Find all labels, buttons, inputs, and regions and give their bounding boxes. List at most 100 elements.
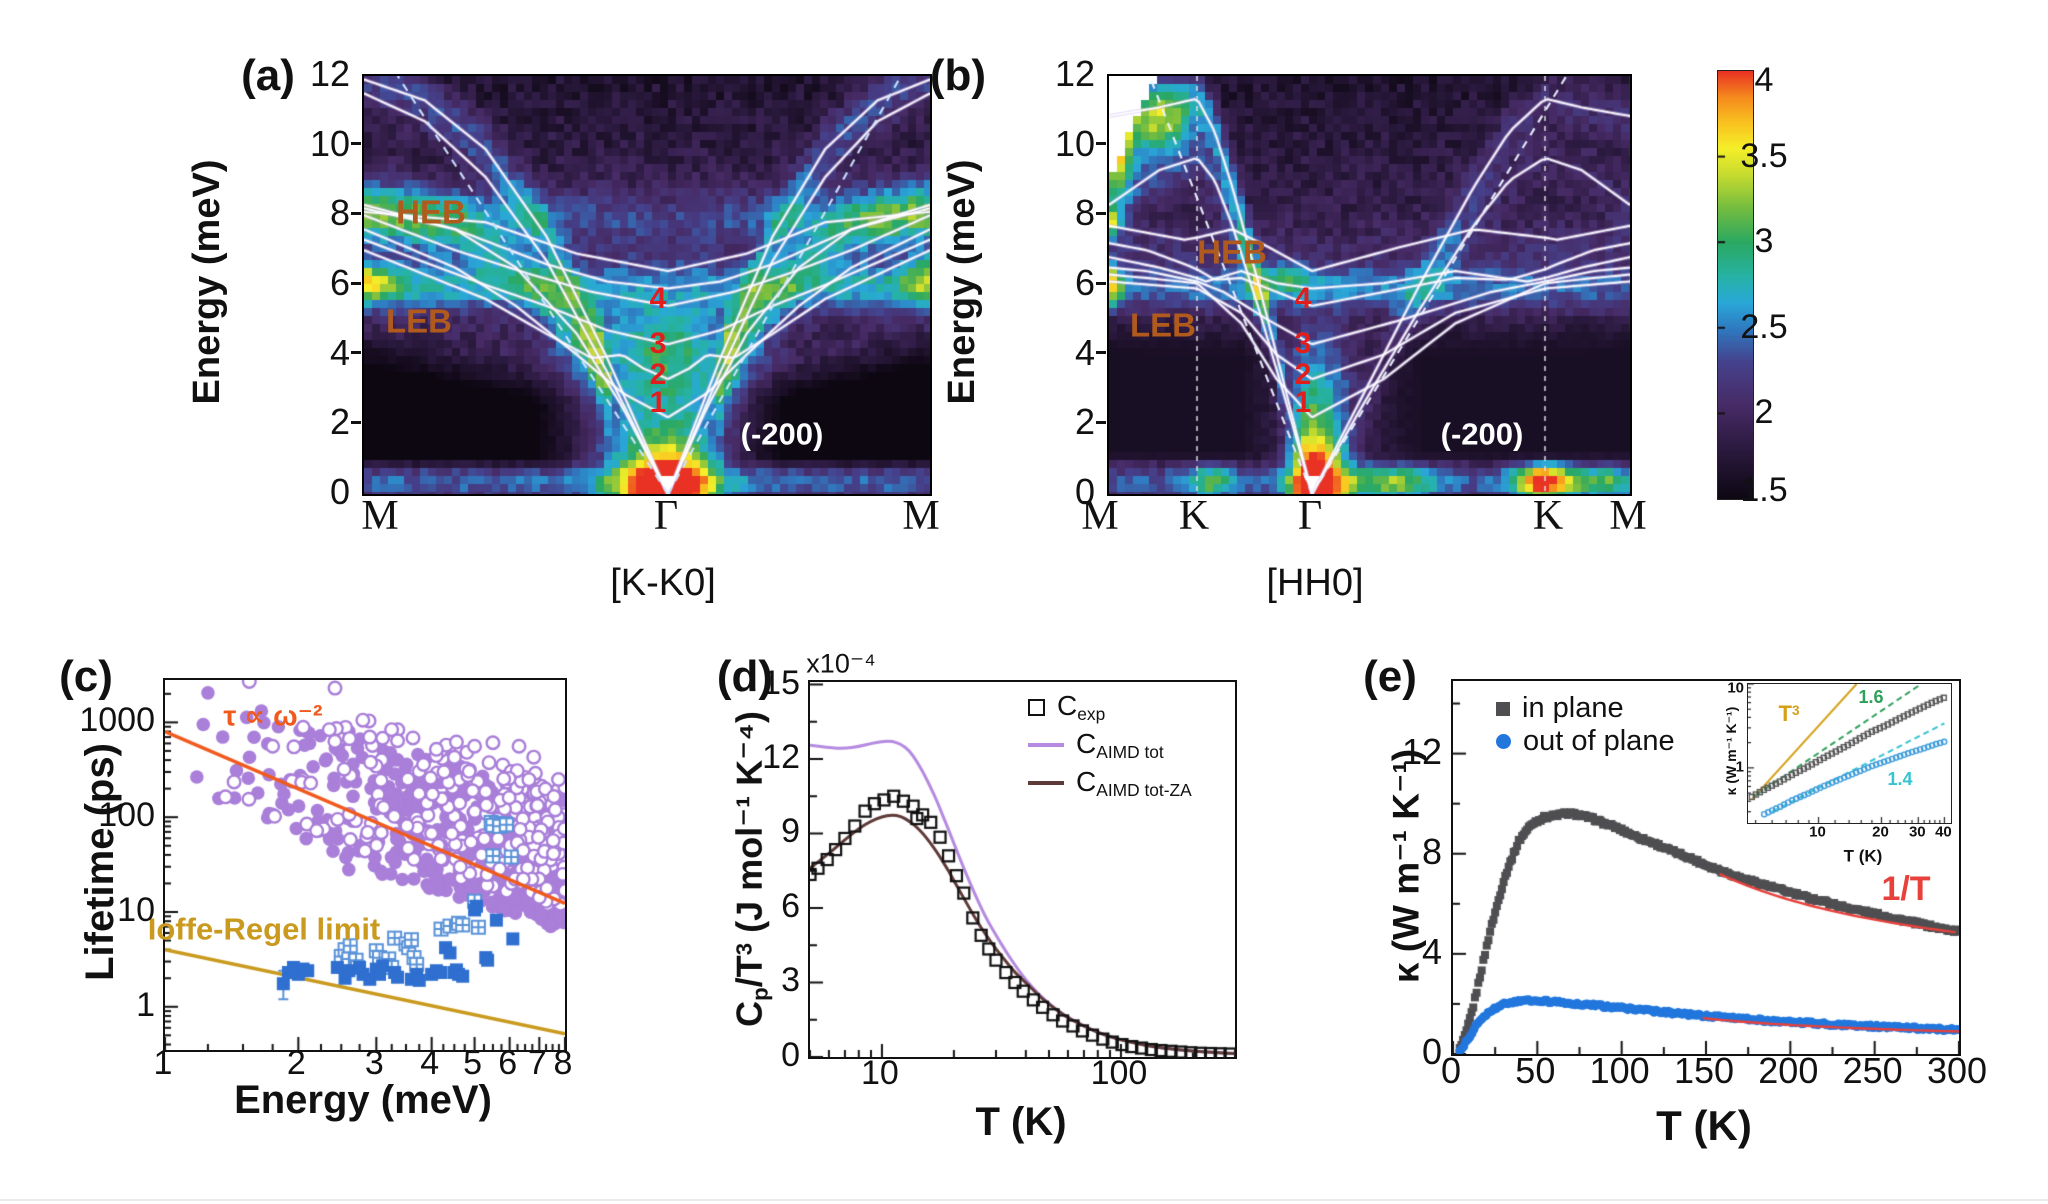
x-tick-label: 2 [286,1044,306,1082]
x-tick-label: 7 [527,1044,547,1082]
legend-c-aimd-base: C [1076,727,1097,759]
colorbar-tick-label: 1.5 [1740,471,1788,509]
plot-d-canvas [808,680,1237,1059]
panel-b-mode-3: 3 [1294,327,1312,360]
x-tick-label: M [1609,493,1647,539]
panel-b-y-axis-title: Energy (meV) [941,159,983,405]
legend-c-exp-sub: exp [1077,703,1106,724]
d-ylabel-slash-t: /T [728,955,770,988]
panel-e-y-axis-title: κ (W m⁻¹ K⁻¹) [1385,748,1427,984]
panel-b-zone-label: (-200) [1440,416,1524,452]
y-tick-label: 1000 [79,701,155,740]
x-tick-label: 10 [861,1054,899,1092]
x-tick-label: 250 [1842,1050,1903,1091]
legend-c-aimd-sub: AIMD tot [1096,741,1164,762]
panel-d-x-axis-title: T (K) [975,1100,1067,1144]
panel-a-label: (a) [241,51,295,100]
filled-circle-icon [1496,734,1511,749]
legend-c-aimdza-base: C [1076,765,1097,797]
x-tick-label: 3 [364,1044,384,1082]
x-tick-label: M [1081,493,1119,539]
panel-a-mode-3: 3 [649,327,667,360]
panel-a-zone-label: (-200) [740,416,824,452]
y-tick-label: 8 [1074,192,1095,234]
panel-e-1overT-annotation: 1/T [1881,870,1931,908]
panel-b-mode-1: 1 [1294,386,1312,419]
x-tick-label: 5 [463,1044,483,1082]
panel-b-label: (b) [929,51,987,100]
bottom-divider-line [0,1199,2048,1201]
y-tick-label: 12 [762,737,800,776]
inset-x-tick-label: 20 [1872,823,1889,841]
panel-c-x-axis-title: Energy (meV) [234,1078,492,1122]
heatmap-b-canvas [1107,74,1632,496]
plot-e-inset-canvas [1747,683,1952,824]
y-tick-label: 12 [1401,730,1442,772]
y-tick-label: 2 [329,401,350,443]
y-tick-label: 10 [117,890,155,929]
x-tick-label: Γ [653,493,679,539]
legend-c-exp-base: C [1057,689,1078,721]
x-tick-label: K [1178,493,1210,539]
inset-x-tick-label: 40 [1935,823,1952,841]
x-tick-label: 6 [498,1044,518,1082]
y-tick-label: 100 [98,796,155,835]
heatmap-a-canvas [362,74,932,496]
axis-tick-mark [1096,351,1106,355]
panel-c-ioffe-annotation: Ioffe-Regel limit [147,911,381,947]
legend-item-out-of-plane: out of plane [1496,725,1675,758]
colorbar-tick-label: 3.5 [1740,136,1788,175]
panel-c-tau-annotation: τ ∝ ω⁻² [223,700,323,733]
axis-tick-mark [351,211,361,215]
y-tick-label: 10 [309,122,350,164]
filled-square-icon [1496,701,1510,716]
x-tick-label: Γ [1297,493,1323,539]
panel-c-label: (c) [59,652,113,701]
x-tick-label: 300 [1926,1050,1988,1091]
panel-a-heb-annotation: HEB [396,193,466,231]
panel-a-y-axis-title: Energy (meV) [186,159,228,405]
axis-tick-mark [1096,142,1106,146]
colorbar-tick-label: 2 [1754,393,1774,432]
axis-tick-mark [1096,420,1106,424]
panel-a-leb-annotation: LEB [386,302,452,340]
y-tick-label: 4 [1421,930,1442,972]
axis-tick-mark [351,351,361,355]
y-tick-label: 0 [329,471,350,512]
x-tick-label: 50 [1515,1050,1556,1091]
legend-in-plane-label: in plane [1522,692,1624,724]
panel-d-label: (d) [716,652,774,701]
d-ylabel-sub-p: p [747,987,773,1001]
axis-tick-mark [351,281,361,285]
x-tick-label: M [902,493,940,539]
y-tick-label: 0 [1074,471,1095,512]
inset-x-axis-title: T (K) [1843,846,1883,866]
panel-d-scale-label: x10⁻⁴ [806,648,876,679]
y-tick-label: 6 [1074,262,1095,303]
x-tick-label: 8 [553,1044,573,1082]
panel-c-y-axis-title: Lifetime (ps) [78,743,122,981]
y-tick-label: 0 [781,1036,800,1074]
x-tick-label: 100 [1090,1054,1148,1092]
inset-t3-annotation: T3 [1778,703,1799,725]
inset-y-tick-label: 10 [1727,679,1744,697]
y-tick-label: 6 [781,886,800,925]
panel-a-mode-2: 2 [649,358,667,391]
panel-d-legend: Cexp CAIMD tot CAIMD tot-ZA [1028,688,1192,802]
axis-tick-mark [351,142,361,146]
x-tick-label: 1 [153,1044,173,1082]
x-tick-label: 150 [1673,1050,1735,1091]
scatter-c-canvas [163,678,567,1052]
legend-item-c-aimd-tot: CAIMD tot [1028,726,1192,764]
y-tick-label: 0 [1421,1031,1442,1072]
y-tick-label: 4 [329,331,350,373]
x-tick-label: 100 [1589,1050,1650,1091]
panel-b-mode-2: 2 [1294,358,1312,391]
x-tick-label: 4 [420,1044,440,1082]
y-tick-label: 8 [1421,830,1442,872]
inset-exp-1p4-annotation: 1.4 [1887,769,1913,789]
y-tick-label: 8 [329,192,350,234]
legend-c-aimdza-sub: AIMD tot-ZA [1096,779,1192,800]
x-tick-label: K [1532,493,1564,539]
